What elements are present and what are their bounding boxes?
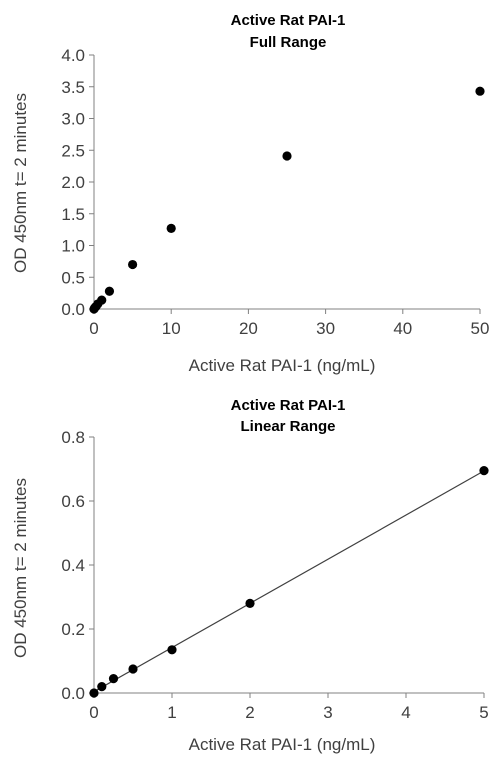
data-point bbox=[282, 151, 292, 161]
y-tick-label: 3.5 bbox=[61, 78, 85, 97]
x-tick-label: 3 bbox=[323, 703, 332, 722]
axes bbox=[93, 55, 480, 310]
y-tick-label: 4.0 bbox=[61, 46, 85, 65]
data-point bbox=[108, 674, 119, 684]
trendline bbox=[93, 470, 485, 693]
x-tick-label: 30 bbox=[316, 319, 335, 338]
data-point bbox=[479, 466, 489, 476]
axes bbox=[93, 437, 484, 694]
data-point bbox=[475, 86, 485, 96]
data-points bbox=[89, 466, 489, 698]
x-tick-label: 2 bbox=[245, 703, 254, 722]
y-tick-label: 2.5 bbox=[61, 141, 85, 160]
y-axis-label: OD 450nm t= 2 minutes bbox=[11, 478, 30, 658]
data-point bbox=[167, 645, 177, 655]
data-point bbox=[166, 223, 176, 233]
chart-title: Active Rat PAI-1 bbox=[231, 397, 346, 414]
chart-full-range: Active Rat PAI-1 Full Range 0.0 0.5 1.0 1.5… bbox=[11, 12, 489, 375]
y-tick-label: 1.5 bbox=[61, 205, 85, 224]
y-tick-label: 0.2 bbox=[61, 620, 85, 639]
x-tick-label: 20 bbox=[239, 319, 258, 338]
chart-title: Active Rat PAI-1 bbox=[231, 12, 346, 29]
y-ticks: 0.0 0.5 1.0 1.5 2.0 2.5 3.0 3.5 4.0 bbox=[61, 46, 94, 319]
x-tick-label: 0 bbox=[89, 703, 98, 722]
data-point bbox=[128, 664, 138, 674]
y-axis-label: OD 450nm t= 2 minutes bbox=[11, 93, 30, 273]
y-tick-label: 3.0 bbox=[61, 110, 85, 129]
chart-subtitle: Linear Range bbox=[240, 418, 335, 435]
chart-linear-range: Active Rat PAI-1 Linear Range 0.00.20.40… bbox=[11, 397, 489, 754]
x-tick-label: 4 bbox=[401, 703, 410, 722]
y-tick-label: 0.5 bbox=[61, 268, 85, 287]
y-tick-label: 0.4 bbox=[61, 556, 85, 575]
x-tick-label: 10 bbox=[162, 319, 181, 338]
x-tick-label: 40 bbox=[393, 319, 412, 338]
data-point bbox=[89, 688, 99, 698]
x-tick-label: 0 bbox=[89, 319, 98, 338]
y-tick-label: 1.0 bbox=[61, 237, 85, 256]
y-ticks: 0.0 0.2 0.4 0.6 0.8 bbox=[61, 428, 94, 703]
y-tick-label: 2.0 bbox=[61, 173, 85, 192]
y-tick-label: 0.0 bbox=[61, 684, 85, 703]
x-tick-label: 1 bbox=[167, 703, 176, 722]
data-point bbox=[128, 259, 138, 270]
x-axis-label: Active Rat PAI-1 (ng/mL) bbox=[189, 356, 376, 375]
y-tick-label: 0.8 bbox=[61, 428, 85, 447]
data-point bbox=[97, 682, 107, 692]
x-tick-label: 50 bbox=[471, 319, 490, 338]
x-axis-label: Active Rat PAI-1 (ng/mL) bbox=[189, 735, 376, 754]
x-ticks: 0 1 2 3 4 5 bbox=[89, 693, 489, 722]
data-point bbox=[245, 598, 255, 609]
x-tick-label: 5 bbox=[479, 703, 488, 722]
x-ticks: 0 10 20 30 40 50 bbox=[89, 309, 489, 338]
data-point bbox=[97, 295, 107, 305]
trendline-line bbox=[93, 470, 485, 693]
data-points bbox=[89, 86, 485, 314]
data-point bbox=[104, 286, 115, 296]
y-tick-label: 0.0 bbox=[61, 300, 85, 319]
y-tick-label: 0.6 bbox=[61, 492, 85, 511]
chart-subtitle: Full Range bbox=[250, 34, 327, 51]
